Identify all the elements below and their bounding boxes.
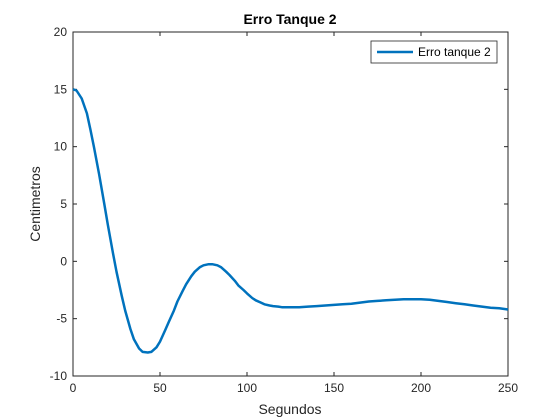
- y-tick-label: -10: [50, 369, 68, 383]
- chart-title: Erro Tanque 2: [243, 11, 336, 27]
- y-axis-label: Centimetros: [27, 166, 43, 241]
- x-tick-label: 200: [411, 381, 431, 395]
- legend-box: [370, 40, 498, 64]
- legend-entry-erro-tanque-2: Erro tanque 2: [418, 45, 491, 59]
- y-tick-label: 15: [54, 82, 68, 96]
- y-tick-label: 10: [54, 140, 68, 154]
- x-tick-label: 100: [237, 381, 257, 395]
- y-tick-label: 0: [60, 254, 67, 268]
- y-tick-label: 20: [54, 25, 68, 39]
- x-tick-label: 0: [70, 381, 77, 395]
- legend: Erro tanque 2: [370, 40, 498, 64]
- plot-area: [72, 31, 509, 377]
- y-tick-label: 5: [60, 197, 67, 211]
- series-line-erro-tanque-2: [72, 88, 509, 354]
- y-tick-label: -5: [56, 312, 67, 326]
- x-tick-label: 250: [498, 381, 518, 395]
- x-axis-ticks: 0 50 100 150 200 250: [70, 32, 518, 395]
- x-tick-label: 150: [324, 381, 344, 395]
- x-axis-label: Segundos: [258, 401, 321, 417]
- x-tick-label: 50: [153, 381, 167, 395]
